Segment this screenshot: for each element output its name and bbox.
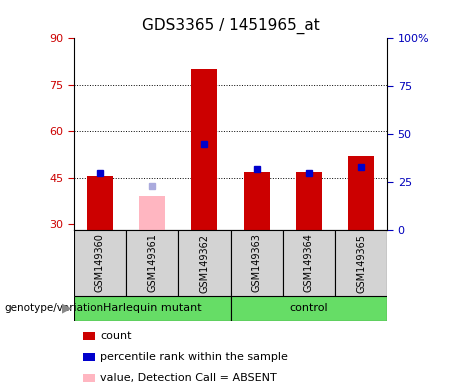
Bar xyxy=(296,172,322,230)
Bar xyxy=(74,230,126,296)
Text: control: control xyxy=(290,303,328,313)
Bar xyxy=(87,176,113,230)
Text: Harlequin mutant: Harlequin mutant xyxy=(103,303,201,313)
Text: count: count xyxy=(100,331,131,341)
Bar xyxy=(191,70,218,230)
Bar xyxy=(243,172,270,230)
Bar xyxy=(126,230,178,296)
Text: percentile rank within the sample: percentile rank within the sample xyxy=(100,352,288,362)
Bar xyxy=(348,156,374,230)
Text: value, Detection Call = ABSENT: value, Detection Call = ABSENT xyxy=(100,373,277,383)
Bar xyxy=(178,230,230,296)
Text: GSM149360: GSM149360 xyxy=(95,233,105,293)
Text: GSM149361: GSM149361 xyxy=(147,233,157,293)
Bar xyxy=(139,196,165,230)
Text: genotype/variation: genotype/variation xyxy=(5,303,104,313)
Bar xyxy=(230,230,283,296)
Bar xyxy=(74,296,230,321)
Text: GSM149362: GSM149362 xyxy=(199,233,209,293)
Text: GSM149364: GSM149364 xyxy=(304,233,314,293)
Bar xyxy=(283,230,335,296)
Text: ▶: ▶ xyxy=(62,302,72,314)
Text: GSM149365: GSM149365 xyxy=(356,233,366,293)
Bar xyxy=(230,296,387,321)
Title: GDS3365 / 1451965_at: GDS3365 / 1451965_at xyxy=(142,18,319,34)
Bar xyxy=(335,230,387,296)
Text: GSM149363: GSM149363 xyxy=(252,233,262,293)
